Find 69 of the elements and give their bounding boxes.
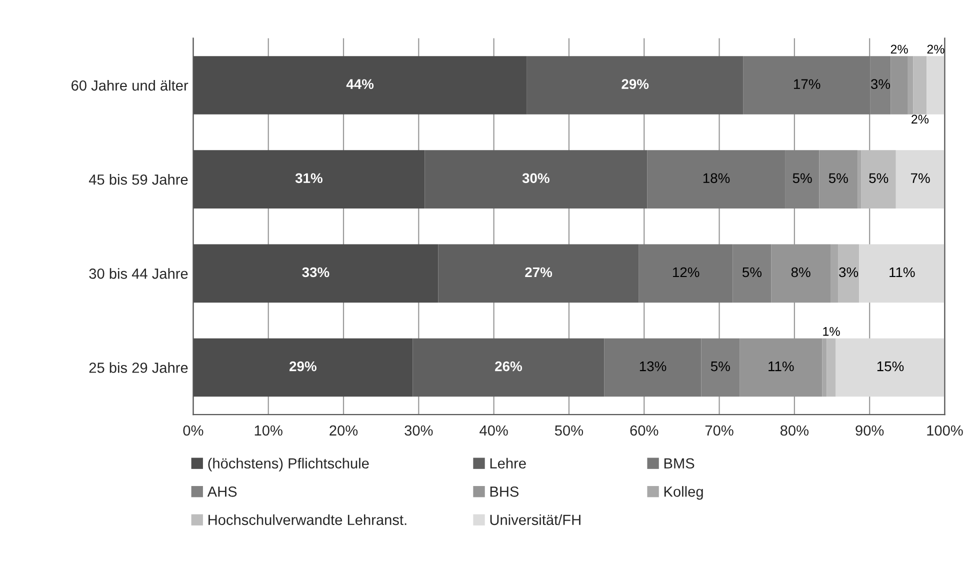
data-label: 18% [703,173,730,184]
legend-label: Hochschulverwandte Lehranst. [208,514,406,526]
data-label: 33% [302,267,330,278]
data-label: 12% [673,267,700,278]
x-tick-label: 10% [254,425,282,436]
bar [890,56,908,114]
bar [926,56,945,114]
y-tick-label: 45 bis 59 Jahre [88,174,188,185]
bar [913,56,927,114]
bar [858,150,862,209]
data-label: 5% [869,173,888,184]
bar [438,244,639,303]
data-label: 5% [742,267,762,278]
x-tick-label: 70% [705,425,734,436]
bar [908,56,914,114]
bar [836,338,945,397]
data-label: 5% [710,361,730,372]
data-label: 27% [525,267,552,278]
data-label: 44% [346,79,374,89]
y-tick-label: 30 bis 44 Jahre [89,268,188,279]
x-tick-label: 40% [480,425,508,436]
y-tick-label: 60 Jahre und älter [72,80,188,91]
x-tick-label: 60% [630,425,658,436]
x-tick-label: 100% [927,425,963,436]
legend-label: (höchstens) Pflichtschule [208,458,369,472]
data-label: 1% [823,327,840,336]
data-label: 2% [912,114,929,124]
bar [838,244,860,303]
data-label: 29% [622,79,649,89]
legend-label: Universität/FH [490,514,580,526]
x-tick-label: 50% [554,425,584,436]
bar [819,150,858,209]
legend-label: AHS [207,486,237,497]
bar [826,338,836,397]
data-label: 5% [792,173,812,184]
data-label: 17% [794,79,820,89]
bar [896,150,945,209]
x-tick-label: 30% [404,425,433,436]
data-label: 30% [522,173,550,184]
data-label: 26% [495,361,522,372]
data-label: 7% [911,173,930,184]
data-label: 2% [927,44,944,54]
data-label: 13% [640,361,666,372]
data-label: 11% [890,267,915,278]
x-tick-label: 80% [780,425,809,436]
data-label: 15% [877,361,904,372]
x-tick-label: 0% [183,425,204,436]
legend-label: Kolleg [664,486,703,500]
bar [424,150,648,209]
bar [861,150,896,209]
data-label: 3% [839,267,858,278]
legend-label: BHS [490,486,519,497]
bar [412,338,604,397]
data-label: 29% [290,361,316,372]
data-label: 3% [870,79,890,89]
data-label: 2% [890,44,908,54]
bar [526,56,744,114]
bar [859,244,945,303]
data-label: 8% [791,267,810,278]
bar [822,338,827,397]
data-label: 31% [295,173,322,184]
data-label: 5% [828,173,848,184]
x-tick-label: 90% [856,425,884,436]
data-label: 11% [768,361,794,372]
legend-label: BMS [664,458,694,469]
legend-label: Lehre [490,458,526,469]
y-tick-label: 25 bis 29 Jahre [89,362,188,373]
bar [830,244,838,303]
x-tick-label: 20% [330,425,358,436]
